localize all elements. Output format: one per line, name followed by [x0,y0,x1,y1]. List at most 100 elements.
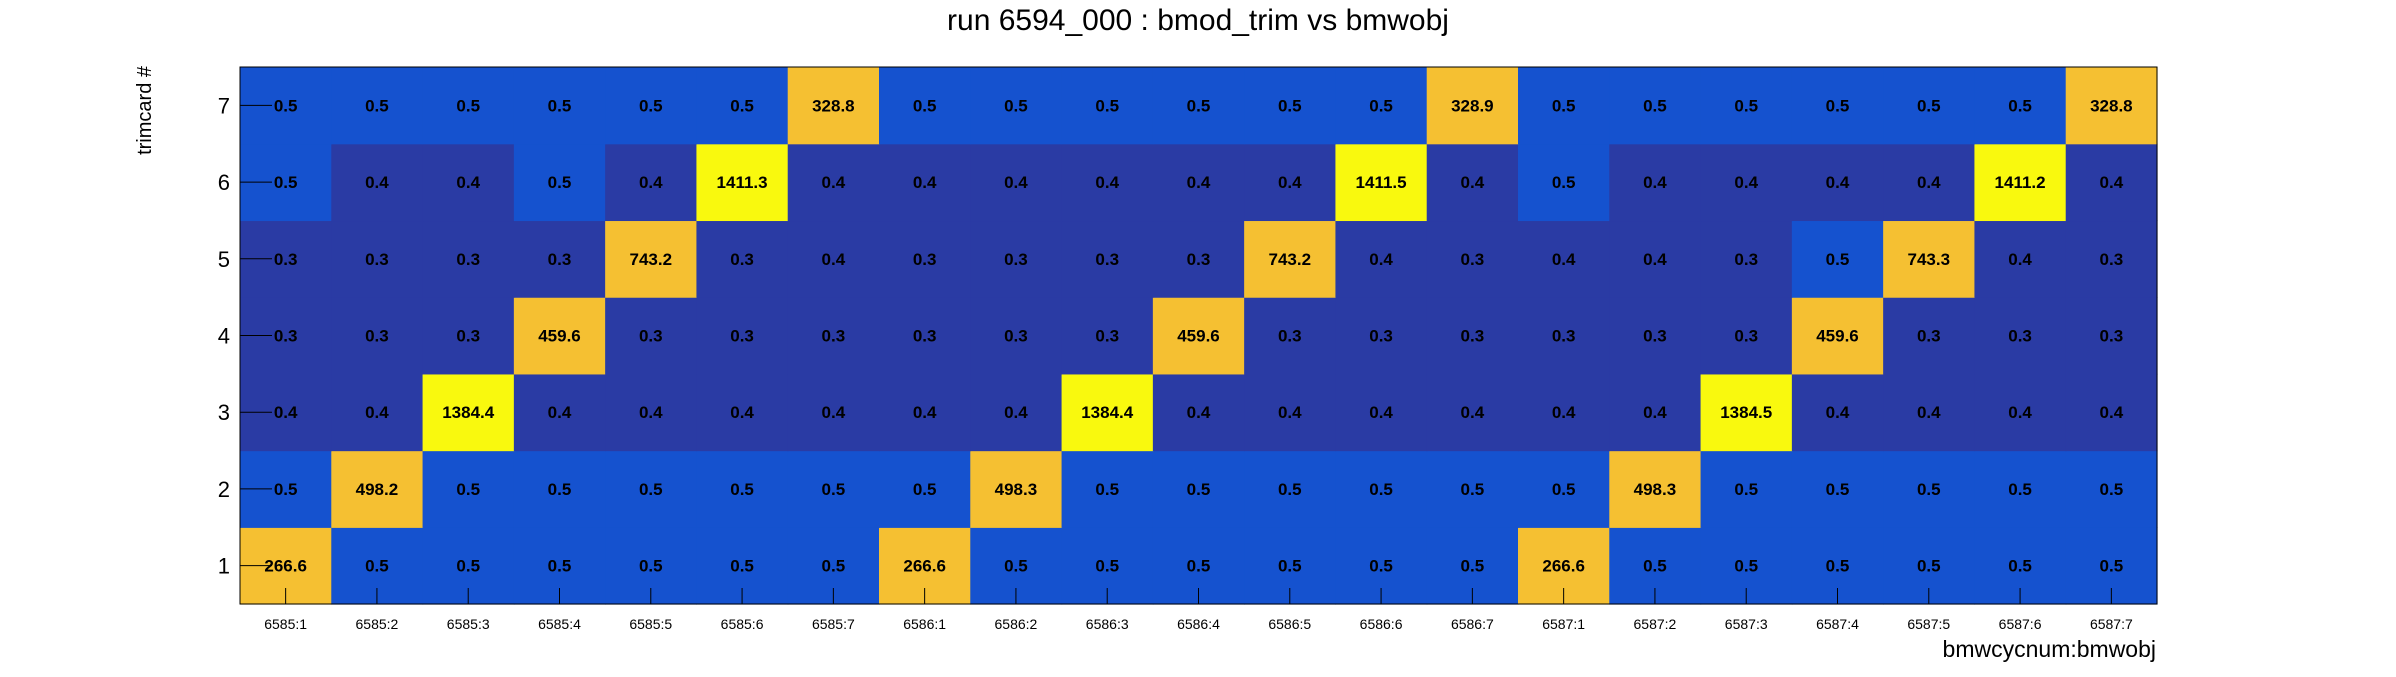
cell-value-label: 0.5 [1004,557,1028,576]
heatmap-cell [879,143,971,222]
heatmap-cell [1974,143,2067,222]
heatmap-cell [422,220,515,298]
cell-value-label: 0.3 [1643,327,1667,346]
heatmap-cell [696,297,789,375]
cell-value-label: 0.5 [1552,96,1576,115]
cell-value-label: 0.3 [456,250,480,269]
heatmap-cell [1244,143,1337,222]
heatmap-cell [1426,67,1519,145]
heatmap-cell [513,67,606,145]
cell-value-label: 0.4 [2100,173,2124,192]
heatmap-cell [1700,373,1793,452]
cell-value-label: 328.9 [1451,96,1494,115]
cell-value-label: 0.5 [730,480,754,499]
cell-value-label: 0.4 [1552,403,1576,422]
cell-value-label: 0.4 [274,403,298,422]
heatmap-cell [1609,143,1702,222]
cell-value-label: 0.5 [1643,96,1667,115]
cell-value-label: 0.4 [1643,403,1667,422]
heatmap-cell [2065,373,2158,452]
heatmap-cell [1244,373,1337,452]
cell-value-label: 0.4 [456,173,480,192]
cell-value-label: 743.2 [1269,250,1312,269]
cell-value-label: 0.3 [548,250,572,269]
cell-value-label: 0.3 [1461,327,1485,346]
cell-value-label: 0.5 [1826,557,1850,576]
cell-value-label: 266.6 [264,557,307,576]
cell-value-label: 0.3 [730,327,754,346]
heatmap-cell [1152,297,1245,375]
cell-value-label: 0.5 [1095,96,1119,115]
cell-value-label: 0.5 [1095,557,1119,576]
heatmap-cell [1152,143,1245,222]
heatmap-cell [605,297,698,375]
cell-value-label: 0.5 [548,96,572,115]
heatmap-cell [787,373,880,452]
heatmap-cell [513,373,606,452]
heatmap-cell [1335,67,1428,145]
heatmap-cell [2065,297,2158,375]
cell-value-label: 0.5 [1278,96,1302,115]
cell-value-label: 0.5 [456,557,480,576]
cell-value-label: 0.5 [1552,480,1576,499]
cell-value-label: 498.3 [1634,480,1677,499]
x-tick-label: 6586:1 [903,616,946,632]
heatmap-cell [1335,220,1428,298]
heatmap-cell [1518,450,1610,528]
axes: 6585:1 6585:2 6585:3 6585:4 6585:5 6585:6 6585… [218,93,2133,632]
cell-value-label: 0.5 [1369,557,1393,576]
cell-value-label: 0.5 [1095,480,1119,499]
heatmap-cell [605,220,698,298]
cell-value-label: 0.5 [639,557,663,576]
cell-value-label: 0.4 [1917,173,1941,192]
cell-value-label: 0.3 [1734,327,1758,346]
cell-value-label: 0.4 [1004,403,1028,422]
x-tick-label: 6586:4 [1177,616,1220,632]
cell-value-label: 0.3 [365,250,389,269]
heatmap-cell [2065,450,2158,528]
x-tick-label: 6587:3 [1725,616,1768,632]
cell-value-label: 0.5 [1187,96,1211,115]
heatmap-cell [879,67,971,145]
cell-value-label: 0.5 [1826,96,1850,115]
cell-value-label: 0.5 [1187,557,1211,576]
cell-value-label: 0.3 [822,327,846,346]
cell-value-label: 0.4 [730,403,754,422]
x-tick-label: 6585:6 [721,616,764,632]
heatmap-cell [605,67,698,145]
cell-value-label: 0.5 [1369,96,1393,115]
cell-value-label: 0.4 [822,173,846,192]
cell-value-label: 0.4 [913,173,937,192]
cell-value-label: 0.4 [913,403,937,422]
heatmap-cell [1061,220,1154,298]
heatmap-cell [331,67,424,145]
cell-value-label: 0.5 [1278,480,1302,499]
heatmap-cell [422,297,515,375]
heatmap-cell [1974,450,2067,528]
heatmap-cell [1335,143,1428,222]
heatmap-cell [2065,220,2158,298]
heatmap-cell [970,297,1063,375]
x-tick-label: 6585:7 [812,616,855,632]
cell-value-label: 0.5 [2008,96,2032,115]
cell-value-label: 0.3 [2100,250,2124,269]
heatmap-cell [1518,373,1610,452]
heatmap-cell [1061,297,1154,375]
heatmap-cell [1700,297,1793,375]
x-tick-label: 6586:3 [1086,616,1129,632]
x-tick-label: 6585:4 [538,616,581,632]
cell-value-label: 0.5 [639,480,663,499]
heatmap-cell [970,450,1063,528]
x-tick-label: 6585:5 [629,616,672,632]
heatmap-cell [1609,450,1702,528]
heatmap-cell [422,67,515,145]
heatmap-cell [1061,373,1154,452]
heatmap-cell [513,143,606,222]
x-tick-label: 6587:4 [1816,616,1859,632]
heatmap-cell [1791,297,1884,375]
x-tick-label: 6586:6 [1360,616,1403,632]
cell-value-label: 0.5 [913,480,937,499]
heatmap-cell [1426,297,1519,375]
heatmap-cell [1883,67,1976,145]
